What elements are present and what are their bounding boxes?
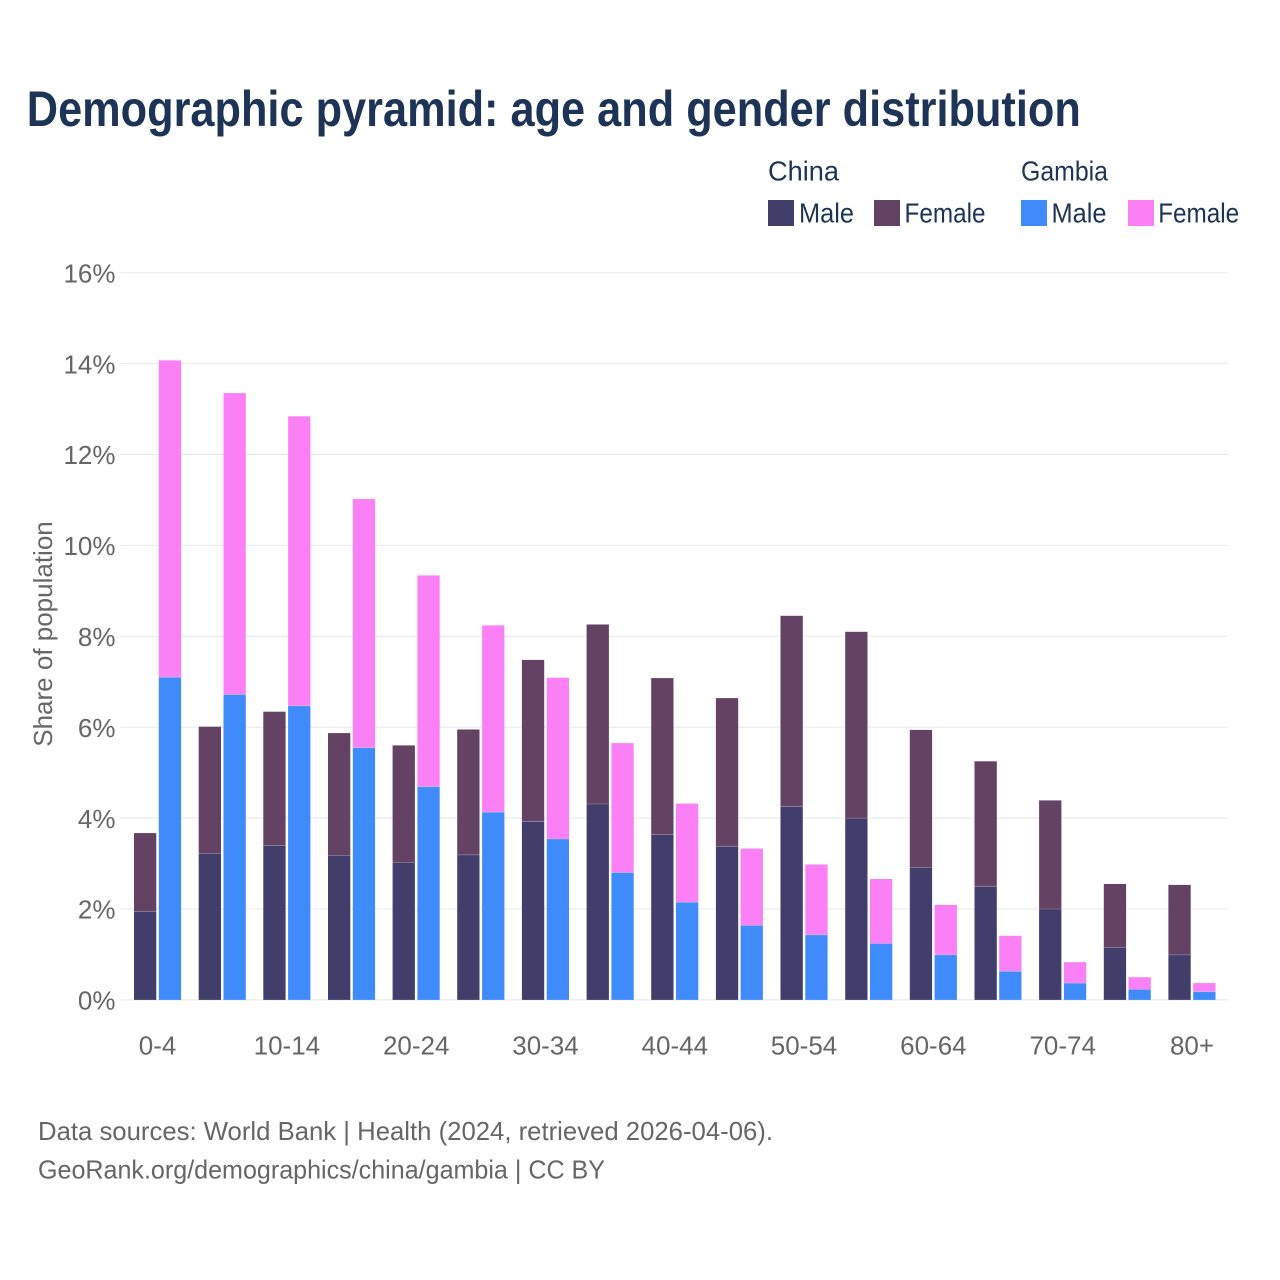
svg-text:30-34: 30-34 [512,1031,579,1061]
svg-text:40-44: 40-44 [642,1031,709,1061]
svg-text:Gambia: Gambia [1021,156,1109,187]
svg-text:4%: 4% [78,804,116,834]
svg-text:Female: Female [1158,197,1239,228]
svg-text:China: China [768,156,840,187]
svg-text:Demographic pyramid: age and g: Demographic pyramid: age and gender dist… [27,80,1081,137]
svg-text:10%: 10% [63,531,115,561]
svg-text:6%: 6% [78,713,116,743]
svg-text:80+: 80+ [1170,1031,1214,1061]
svg-text:60-64: 60-64 [900,1031,967,1061]
svg-text:8%: 8% [78,622,116,652]
svg-text:0%: 0% [78,986,116,1016]
svg-text:Female: Female [905,197,986,228]
svg-text:2%: 2% [78,895,116,925]
svg-text:Share of population: Share of population [28,521,58,747]
svg-text:50-54: 50-54 [771,1031,838,1061]
svg-text:Data sources: World Bank | Hea: Data sources: World Bank | Health (2024,… [38,1116,773,1146]
svg-text:10-14: 10-14 [254,1031,321,1061]
svg-text:14%: 14% [63,349,115,379]
svg-text:GeoRank.org/demographics/china: GeoRank.org/demographics/china/gambia | … [38,1155,605,1185]
svg-text:Male: Male [1052,197,1107,228]
svg-text:Male: Male [799,197,854,228]
svg-text:0-4: 0-4 [139,1031,177,1061]
svg-text:12%: 12% [63,440,115,470]
svg-text:16%: 16% [63,258,115,288]
svg-text:20-24: 20-24 [383,1031,450,1061]
svg-text:70-74: 70-74 [1029,1031,1096,1061]
